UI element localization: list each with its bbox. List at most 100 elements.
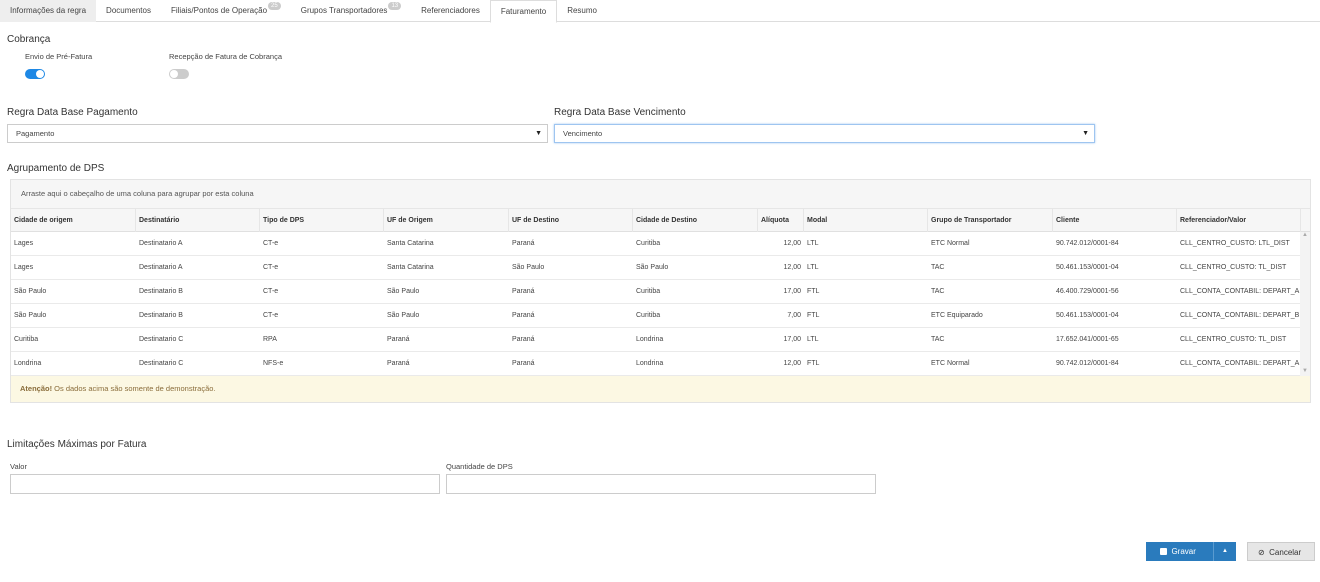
envio-pre-fatura-toggle[interactable] bbox=[25, 69, 45, 79]
save-label: Gravar bbox=[1171, 547, 1196, 556]
table-cell: LTL bbox=[807, 336, 819, 343]
save-button[interactable]: Gravar bbox=[1146, 542, 1213, 561]
table-row[interactable]: Lages Destinatario A CT-e Santa Catarina São… bbox=[11, 256, 1300, 280]
cancel-label: Cancelar bbox=[1269, 548, 1302, 557]
table-cell: FTL bbox=[807, 312, 820, 319]
tab-referenciadores[interactable]: Referenciadores bbox=[411, 0, 490, 22]
table-cell: São Paulo bbox=[512, 264, 545, 271]
table-cell: 50.461.153/0001-04 bbox=[1056, 264, 1119, 271]
table-cell: Paraná bbox=[512, 360, 535, 367]
tab-label: Resumo bbox=[567, 6, 597, 15]
table-cell: FTL bbox=[807, 288, 820, 295]
group-panel[interactable]: Arraste aqui o cabeçalho de uma coluna p… bbox=[11, 180, 1310, 209]
tab-resumo[interactable]: Resumo bbox=[557, 0, 607, 22]
table-cell: TAC bbox=[931, 288, 945, 295]
column-header[interactable]: Cidade de origem bbox=[11, 209, 136, 232]
caret-up-icon: ▲ bbox=[1222, 548, 1228, 554]
table-cell: LTL bbox=[807, 240, 819, 247]
table-cell: Lages bbox=[14, 240, 34, 247]
tab-label: Faturamento bbox=[500, 7, 547, 16]
ban-icon: ⊘ bbox=[1258, 548, 1265, 557]
grid-scrollbar[interactable]: ▲ ▼ bbox=[1300, 232, 1310, 376]
table-cell: TAC bbox=[931, 336, 945, 343]
table-cell: Santa Catarina bbox=[387, 264, 434, 271]
table-cell: CLL_CONTA_CONTABIL: DEPART_A bbox=[1180, 360, 1300, 367]
agrupamento-title: Agrupamento de DPS bbox=[7, 163, 105, 174]
column-header[interactable]: Alíquota bbox=[758, 209, 804, 232]
table-cell: Destinatario C bbox=[139, 360, 184, 367]
table-cell: Curitiba bbox=[14, 336, 39, 343]
table-row[interactable]: Lages Destinatario A CT-e Santa Catarina Par… bbox=[11, 232, 1300, 256]
tab-grupos-transportadores[interactable]: Grupos Transportadores 13 bbox=[291, 0, 411, 22]
quantidade-dps-input[interactable] bbox=[446, 474, 876, 494]
table-cell: 90.742.012/0001-84 bbox=[1056, 240, 1119, 247]
column-header[interactable]: Tipo de DPS bbox=[260, 209, 384, 232]
table-cell: 17,00 bbox=[783, 336, 801, 343]
table-cell: RPA bbox=[263, 336, 277, 343]
column-header[interactable]: Cliente bbox=[1053, 209, 1177, 232]
table-cell: CT-e bbox=[263, 264, 279, 271]
caret-down-icon: ▼ bbox=[535, 130, 542, 137]
cancel-button[interactable]: ⊘ Cancelar bbox=[1247, 542, 1315, 561]
table-cell: Destinatario C bbox=[139, 336, 184, 343]
table-cell: São Paulo bbox=[387, 312, 420, 319]
floppy-icon bbox=[1160, 548, 1167, 555]
table-cell: Paraná bbox=[512, 288, 535, 295]
regra-pagamento-select[interactable]: Pagamento ▼ bbox=[7, 124, 548, 143]
table-cell: Destinatario A bbox=[139, 240, 183, 247]
tab-filiais-pontos-de-opera-o[interactable]: Filiais/Pontos de Operação 25 bbox=[161, 0, 291, 22]
table-row[interactable]: Londrina Destinatario C NFS-e Paraná Paraná L… bbox=[11, 352, 1300, 376]
regra-vencimento-value: Vencimento bbox=[563, 129, 603, 138]
column-header[interactable]: Grupo de Transportador bbox=[928, 209, 1053, 232]
tab-faturamento[interactable]: Faturamento bbox=[489, 0, 558, 23]
tab-documentos[interactable]: Documentos bbox=[96, 0, 161, 22]
table-cell: CLL_CENTRO_CUSTO: TL_DIST bbox=[1180, 264, 1287, 271]
table-cell: 90.742.012/0001-84 bbox=[1056, 360, 1119, 367]
column-header[interactable]: Destinatário bbox=[136, 209, 260, 232]
tab-informa-es-da-regra[interactable]: Informações da regra bbox=[0, 0, 97, 22]
recepcao-fatura-toggle[interactable] bbox=[169, 69, 189, 79]
valor-input[interactable] bbox=[10, 474, 440, 494]
tab-label: Referenciadores bbox=[421, 6, 480, 15]
table-cell: CLL_CENTRO_CUSTO: LTL_DIST bbox=[1180, 240, 1290, 247]
table-row[interactable]: Curitiba Destinatario C RPA Paraná Paraná Lon… bbox=[11, 328, 1300, 352]
table-cell: CLL_CENTRO_CUSTO: TL_DIST bbox=[1180, 336, 1287, 343]
tab-label: Filiais/Pontos de Operação bbox=[170, 6, 268, 15]
save-dropdown-button[interactable]: ▲ bbox=[1213, 542, 1236, 561]
column-header[interactable]: UF de Origem bbox=[384, 209, 509, 232]
table-cell: São Paulo bbox=[14, 312, 47, 319]
table-cell: Londrina bbox=[636, 336, 664, 343]
table-cell: Destinatario A bbox=[139, 264, 183, 271]
table-row[interactable]: São Paulo Destinatario B CT-e São Paulo Para… bbox=[11, 280, 1300, 304]
table-cell: Londrina bbox=[636, 360, 664, 367]
column-header[interactable]: Modal bbox=[804, 209, 928, 232]
table-cell: 12,00 bbox=[783, 360, 801, 367]
scroll-up-icon[interactable]: ▲ bbox=[1302, 232, 1308, 238]
table-cell: Paraná bbox=[512, 312, 535, 319]
table-cell: Curitiba bbox=[636, 312, 661, 319]
grid-header: Cidade de origem Destinatário Tipo de DPS U… bbox=[11, 209, 1310, 232]
alert-text: Os dados acima são somente de demonstraç… bbox=[52, 384, 216, 393]
regra-vencimento-title: Regra Data Base Vencimento bbox=[554, 107, 686, 118]
table-cell: São Paulo bbox=[636, 264, 669, 271]
column-header[interactable]: UF de Destino bbox=[509, 209, 633, 232]
table-cell: 17.652.041/0001-65 bbox=[1056, 336, 1119, 343]
table-cell: Destinatario B bbox=[139, 312, 183, 319]
column-header[interactable]: Referenciador/Valor bbox=[1177, 209, 1301, 232]
alert-strong: Atenção! bbox=[20, 384, 53, 393]
column-header[interactable]: Cidade de Destino bbox=[633, 209, 758, 232]
demo-alert: Atenção! Os dados acima são somente de d… bbox=[11, 376, 1310, 402]
table-cell: 46.400.729/0001-56 bbox=[1056, 288, 1119, 295]
table-cell: Londrina bbox=[14, 360, 42, 367]
scroll-down-icon[interactable]: ▼ bbox=[1302, 368, 1308, 374]
table-cell: Paraná bbox=[512, 240, 535, 247]
table-cell: CLL_CONTA_CONTABIL: DEPART_A bbox=[1180, 288, 1300, 295]
cobranca-title: Cobrança bbox=[7, 34, 51, 45]
regra-pagamento-value: Pagamento bbox=[16, 129, 55, 138]
table-cell: LTL bbox=[807, 264, 819, 271]
valor-label: Valor bbox=[10, 462, 27, 471]
caret-down-icon: ▼ bbox=[1082, 130, 1089, 137]
table-row[interactable]: São Paulo Destinatario B CT-e São Paulo Para… bbox=[11, 304, 1300, 328]
quantidade-dps-label: Quantidade de DPS bbox=[446, 462, 513, 471]
regra-vencimento-select[interactable]: Vencimento ▼ bbox=[554, 124, 1095, 143]
